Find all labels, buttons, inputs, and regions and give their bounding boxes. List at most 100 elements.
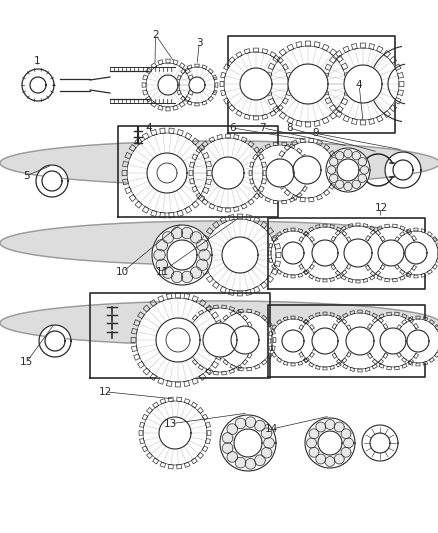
Polygon shape bbox=[227, 424, 237, 434]
Polygon shape bbox=[235, 418, 246, 429]
Polygon shape bbox=[223, 433, 233, 443]
Polygon shape bbox=[167, 240, 197, 270]
Polygon shape bbox=[316, 454, 326, 464]
Polygon shape bbox=[254, 455, 265, 466]
Polygon shape bbox=[336, 180, 344, 189]
Polygon shape bbox=[316, 422, 326, 432]
Polygon shape bbox=[326, 148, 370, 192]
Polygon shape bbox=[171, 271, 183, 282]
Text: 7: 7 bbox=[259, 123, 266, 133]
Polygon shape bbox=[197, 259, 208, 270]
Text: 12: 12 bbox=[374, 203, 388, 213]
Text: 15: 15 bbox=[20, 358, 33, 367]
Polygon shape bbox=[154, 249, 165, 261]
Polygon shape bbox=[110, 71, 175, 99]
Polygon shape bbox=[254, 421, 265, 431]
Polygon shape bbox=[393, 160, 413, 180]
Polygon shape bbox=[156, 259, 167, 270]
Polygon shape bbox=[0, 221, 438, 265]
Polygon shape bbox=[279, 142, 335, 198]
Polygon shape bbox=[293, 156, 321, 184]
Polygon shape bbox=[352, 151, 360, 160]
Polygon shape bbox=[234, 429, 262, 457]
Polygon shape bbox=[245, 458, 256, 469]
Polygon shape bbox=[220, 415, 276, 471]
Polygon shape bbox=[224, 52, 288, 116]
Polygon shape bbox=[331, 226, 385, 280]
Polygon shape bbox=[332, 313, 388, 369]
Text: 11: 11 bbox=[155, 267, 169, 277]
Polygon shape bbox=[346, 327, 374, 355]
Polygon shape bbox=[162, 267, 174, 278]
Polygon shape bbox=[271, 319, 315, 363]
Polygon shape bbox=[36, 165, 68, 197]
Polygon shape bbox=[227, 451, 237, 462]
Polygon shape bbox=[39, 325, 71, 357]
Polygon shape bbox=[344, 149, 352, 158]
Polygon shape bbox=[191, 267, 202, 278]
Polygon shape bbox=[127, 133, 207, 213]
Polygon shape bbox=[181, 228, 193, 239]
Polygon shape bbox=[266, 159, 294, 187]
Polygon shape bbox=[42, 171, 62, 191]
Polygon shape bbox=[90, 77, 110, 93]
Polygon shape bbox=[158, 75, 178, 95]
Polygon shape bbox=[367, 315, 419, 367]
Text: 14: 14 bbox=[265, 424, 278, 434]
Text: 8: 8 bbox=[286, 123, 293, 133]
Text: 10: 10 bbox=[116, 267, 129, 277]
Polygon shape bbox=[329, 174, 338, 182]
Polygon shape bbox=[203, 323, 237, 357]
Polygon shape bbox=[329, 158, 338, 166]
Polygon shape bbox=[365, 227, 417, 279]
Polygon shape bbox=[385, 152, 421, 188]
Polygon shape bbox=[334, 422, 344, 432]
Polygon shape bbox=[252, 145, 308, 201]
Polygon shape bbox=[299, 227, 351, 279]
Polygon shape bbox=[245, 417, 256, 427]
Polygon shape bbox=[341, 429, 351, 439]
Polygon shape bbox=[378, 240, 404, 266]
Polygon shape bbox=[193, 138, 263, 208]
Polygon shape bbox=[312, 240, 338, 266]
Polygon shape bbox=[341, 447, 351, 457]
Polygon shape bbox=[325, 457, 335, 466]
Polygon shape bbox=[358, 158, 367, 166]
Polygon shape bbox=[396, 319, 438, 363]
Polygon shape bbox=[305, 418, 355, 468]
Polygon shape bbox=[45, 331, 65, 351]
Polygon shape bbox=[189, 77, 205, 93]
Polygon shape bbox=[217, 312, 273, 368]
Polygon shape bbox=[235, 457, 246, 468]
Polygon shape bbox=[344, 239, 372, 267]
Polygon shape bbox=[394, 231, 438, 275]
Polygon shape bbox=[136, 298, 220, 382]
Polygon shape bbox=[405, 242, 427, 264]
Polygon shape bbox=[336, 151, 344, 160]
Polygon shape bbox=[152, 225, 212, 285]
Polygon shape bbox=[191, 232, 202, 243]
Polygon shape bbox=[407, 330, 429, 352]
Polygon shape bbox=[352, 180, 360, 189]
Polygon shape bbox=[146, 63, 190, 107]
Polygon shape bbox=[171, 228, 183, 239]
Polygon shape bbox=[179, 67, 215, 103]
Polygon shape bbox=[318, 431, 342, 455]
Polygon shape bbox=[147, 153, 187, 193]
Text: 12: 12 bbox=[99, 387, 112, 397]
Polygon shape bbox=[231, 326, 259, 354]
Polygon shape bbox=[0, 301, 438, 345]
Polygon shape bbox=[159, 417, 191, 449]
Polygon shape bbox=[325, 419, 335, 430]
Polygon shape bbox=[344, 65, 382, 103]
Polygon shape bbox=[288, 64, 328, 104]
Polygon shape bbox=[282, 330, 304, 352]
Polygon shape bbox=[261, 447, 272, 458]
Polygon shape bbox=[181, 271, 193, 282]
Polygon shape bbox=[0, 141, 438, 185]
Text: 13: 13 bbox=[164, 419, 177, 429]
Polygon shape bbox=[344, 182, 352, 191]
Text: 2: 2 bbox=[152, 30, 159, 39]
Polygon shape bbox=[270, 46, 346, 122]
Polygon shape bbox=[299, 315, 351, 367]
